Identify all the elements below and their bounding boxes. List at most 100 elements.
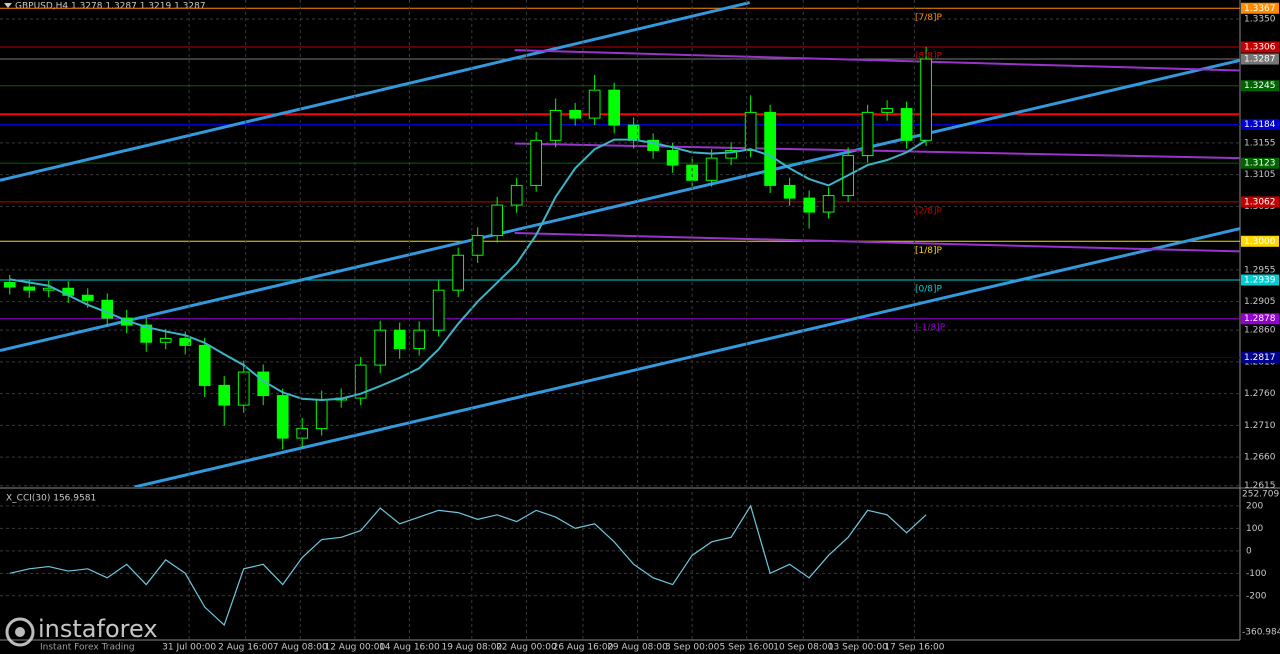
level-label-box <box>1241 235 1279 247</box>
y-tick-label: -100 <box>1246 569 1267 579</box>
level-label: 1.2817 <box>1244 353 1276 363</box>
level-label: 1.3245 <box>1244 81 1276 91</box>
candle-body <box>647 139 660 151</box>
candle-body <box>81 294 94 301</box>
candle-body <box>881 108 893 113</box>
candle-body <box>549 109 562 141</box>
y-tick-label: 1.2660 <box>1244 453 1276 463</box>
candle-body <box>686 164 699 181</box>
x-tick-label: 5 Sep 16:00 <box>720 643 775 653</box>
candle-body <box>140 324 153 343</box>
indicator-title: X_CCI(30) 156.9581 <box>6 494 96 504</box>
level-label-box <box>1241 313 1279 325</box>
trend-line <box>514 49 1240 72</box>
collapse-icon <box>4 3 12 8</box>
level-label-box <box>1241 80 1279 92</box>
trend-line <box>134 227 1240 487</box>
trend-line <box>514 142 1240 160</box>
x-tick-label: 14 Aug 16:00 <box>379 643 440 653</box>
level-label: 1.2939 <box>1244 276 1276 286</box>
y-tick-label: 1.2710 <box>1244 421 1276 431</box>
level-label: 1.3367 <box>1244 4 1276 14</box>
level-label-box <box>1241 196 1279 208</box>
level-tag: [2/8]P <box>915 206 943 216</box>
candle-body <box>296 428 309 439</box>
candle-body <box>198 344 211 386</box>
x-tick-label: 26 Aug 16:00 <box>553 643 614 653</box>
level-label-box <box>1241 41 1279 53</box>
candle-body <box>608 89 621 126</box>
y-tick-label: 1.3350 <box>1244 15 1276 25</box>
level-label-box <box>1241 274 1279 286</box>
y-tick-label: 0 <box>1246 546 1252 556</box>
candle-body <box>159 337 172 343</box>
candle-body <box>705 157 718 181</box>
candle-body <box>315 399 328 430</box>
candle-body <box>374 329 387 366</box>
level-label-box <box>1241 53 1279 65</box>
level-tag: [0/8]P <box>915 285 943 295</box>
y-tick-label: 100 <box>1246 524 1263 534</box>
level-label: 1.3062 <box>1244 197 1276 207</box>
candle-body <box>861 111 874 157</box>
y-tick-label: 1.2955 <box>1244 265 1276 275</box>
x-tick-label: 10 Sep 08:00 <box>773 643 833 653</box>
candle-body <box>510 184 523 206</box>
level-label-box <box>1241 351 1279 363</box>
level-label-box <box>1241 118 1279 130</box>
y-tick-label: 1.2905 <box>1244 297 1276 307</box>
x-tick-label: 2 Aug 16:00 <box>218 643 273 653</box>
candle-body <box>803 197 815 213</box>
candle-body <box>179 337 192 346</box>
x-tick-label: 7 Aug 08:00 <box>273 643 328 653</box>
candle-body <box>569 109 582 119</box>
candle-body <box>764 111 776 186</box>
brand: instaforex <box>38 615 158 643</box>
y-limit-label: 252.7091 <box>1242 490 1280 500</box>
y-tick-label: 1.3155 <box>1244 138 1276 148</box>
candle-body <box>101 299 114 319</box>
y-limit-label: -360.984 <box>1242 628 1280 638</box>
candle-body <box>237 371 250 406</box>
candle-body <box>432 289 445 331</box>
candle-body <box>276 395 289 439</box>
level-label: 1.3184 <box>1244 120 1276 130</box>
x-tick-label: 22 Aug 00:00 <box>496 643 557 653</box>
candle-body <box>452 254 465 291</box>
candle-body <box>218 384 231 406</box>
x-tick-label: 3 Sep 00:00 <box>665 643 720 653</box>
x-tick-label: 12 Aug 00:00 <box>324 643 385 653</box>
trend-line <box>0 58 1240 352</box>
price-plot <box>0 1 1240 487</box>
y-tick-label: 1.2760 <box>1244 389 1276 399</box>
candle-body <box>23 286 36 291</box>
candle-body <box>471 235 484 256</box>
level-tag: [7/8]P <box>915 13 943 23</box>
candle-body <box>354 364 367 399</box>
candle-body <box>491 204 504 237</box>
level-label-box <box>1241 157 1279 169</box>
level-label: 1.3306 <box>1244 42 1276 52</box>
x-tick-label: 17 Sep 16:00 <box>884 643 944 653</box>
candle-body <box>822 195 835 213</box>
logo <box>15 627 25 637</box>
y-tick-label: -200 <box>1246 591 1267 601</box>
level-tag: [-1/8]P <box>915 323 946 333</box>
level-label: 1.3123 <box>1244 159 1276 169</box>
x-tick-label: 29 Aug 08:00 <box>607 643 668 653</box>
candle-body <box>530 139 543 186</box>
cci-line <box>9 504 927 627</box>
candle-body <box>413 329 426 350</box>
candle-body <box>900 108 913 141</box>
y-tick-label: 1.2615 <box>1244 481 1276 491</box>
level-label: 1.3287 <box>1244 55 1276 65</box>
trend-line <box>0 1 751 182</box>
candle-body <box>588 89 601 119</box>
candle-body <box>744 111 757 151</box>
candle-body <box>783 184 796 199</box>
candle-body <box>725 149 737 159</box>
trend-line <box>514 232 1240 253</box>
